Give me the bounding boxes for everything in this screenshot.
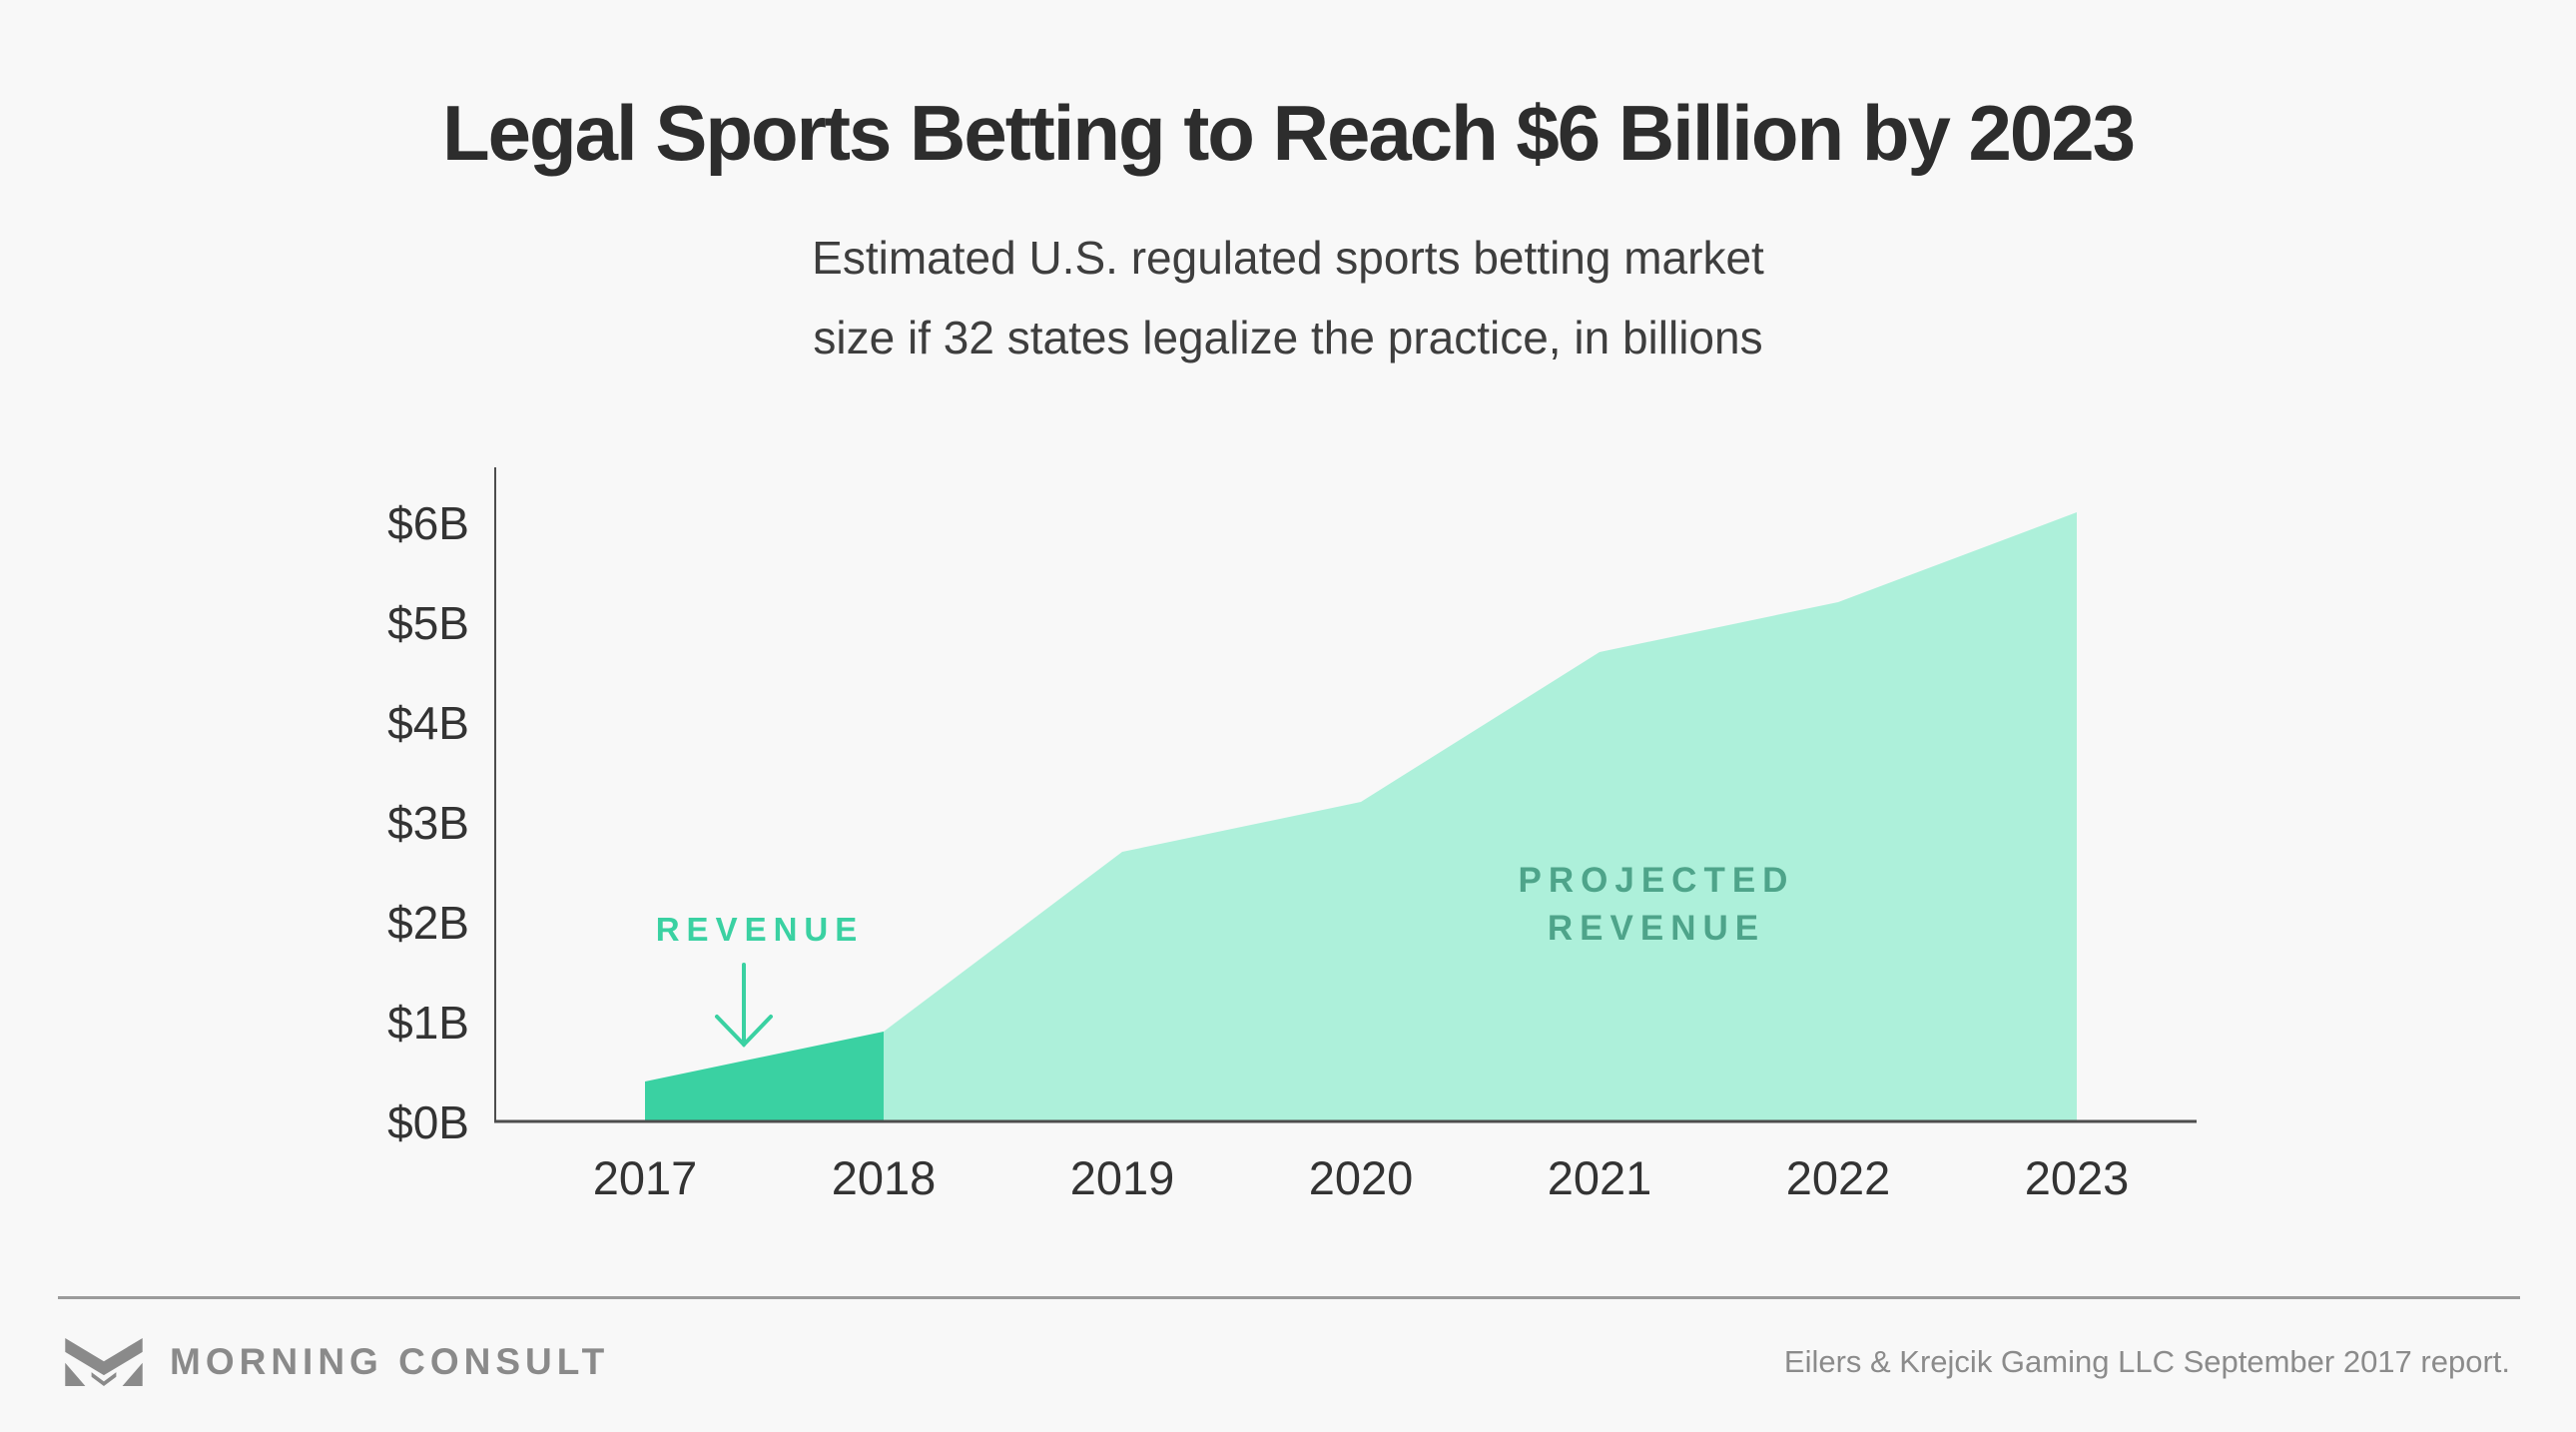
brand-logo: MORNING CONSULT (64, 1338, 609, 1386)
x-tick-label: 2022 (1785, 1151, 1891, 1204)
projected-revenue-area (884, 512, 2077, 1121)
chart-title: Legal Sports Betting to Reach $6 Billion… (441, 89, 2136, 177)
y-tick-label: $0B (387, 1096, 469, 1148)
x-tick-label: 2017 (592, 1151, 698, 1204)
y-tick-label: $5B (387, 597, 469, 649)
y-tick-label: $1B (387, 997, 469, 1049)
brand-name: MORNING CONSULT (170, 1341, 610, 1382)
chart-subtitle: Estimated U.S. regulated sports betting … (812, 232, 1764, 363)
y-tick-label: $2B (387, 897, 469, 949)
projected-revenue-annotation: PROJECTED REVENUE (1518, 861, 1795, 948)
x-tick-label: 2019 (1069, 1151, 1175, 1204)
x-tick-label: 2018 (831, 1151, 937, 1204)
revenue-annotation: REVENUE (655, 911, 865, 948)
morning-consult-logomark-icon (65, 1338, 143, 1386)
footer-divider (58, 1296, 2520, 1299)
y-tick-label: $4B (387, 697, 469, 749)
source-citation: Eilers & Krejcik Gaming LLC September 20… (1783, 1344, 2510, 1379)
actual-revenue-area (645, 1032, 884, 1121)
y-tick-label: $6B (387, 497, 469, 549)
x-tick-label: 2023 (2024, 1151, 2130, 1204)
revenue-arrow-icon (715, 963, 773, 1048)
x-tick-label: 2021 (1547, 1151, 1652, 1204)
y-tick-label: $3B (387, 797, 469, 849)
x-tick-label: 2020 (1308, 1151, 1414, 1204)
